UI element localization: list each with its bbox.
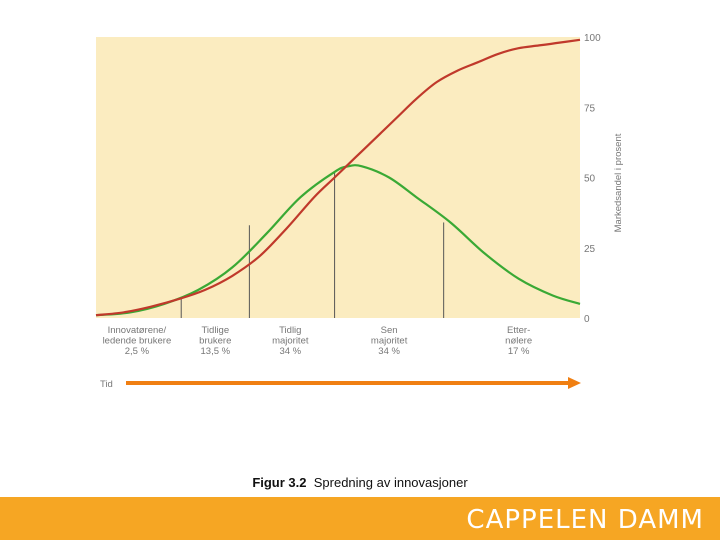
bell-curve-line [95, 164, 581, 317]
s-curve-line [95, 38, 581, 317]
category-label-4: Sen majoritet 34 % [371, 325, 408, 357]
category-label-5: Etter-nølere 17 % [505, 325, 532, 357]
y-tick-label-50: 50 [584, 174, 596, 185]
y-axis-ticks: 0 25 50 75 100 [584, 33, 601, 325]
y-tick-label-75: 75 [584, 103, 596, 114]
time-arrow [126, 377, 581, 389]
segment-dividers [180, 171, 445, 318]
diffusion-chart: 0 25 50 75 100 Markedsandel i prosent Innova… [95, 33, 624, 390]
plot-background [96, 37, 580, 318]
x-axis-title: Tid [100, 379, 113, 390]
figure-caption: Figur 3.2 Spredning av innovasjoner [0, 475, 720, 490]
y-tick-label-0: 0 [584, 314, 590, 325]
y-tick-label-25: 25 [584, 244, 596, 255]
caption-number: Figur 3.2 [252, 475, 307, 490]
category-label-3: Tidlig majoritet 34 % [272, 325, 309, 357]
brand-logo: CAPPELEN DAMM [466, 505, 704, 535]
category-label-2: Tidlige brukere 13,5 % [199, 325, 231, 357]
footer-bar: CAPPELEN DAMM [0, 497, 720, 540]
category-labels: Innovatørene/ledende brukere 2,5 % Tidlige… [103, 325, 533, 357]
category-label-1: Innovatørene/ledende brukere 2,5 % [103, 325, 172, 357]
y-axis-title: Markedsandel i prosent [613, 133, 624, 232]
caption-text: Spredning av innovasjoner [313, 475, 468, 490]
y-tick-label-100: 100 [584, 33, 601, 44]
